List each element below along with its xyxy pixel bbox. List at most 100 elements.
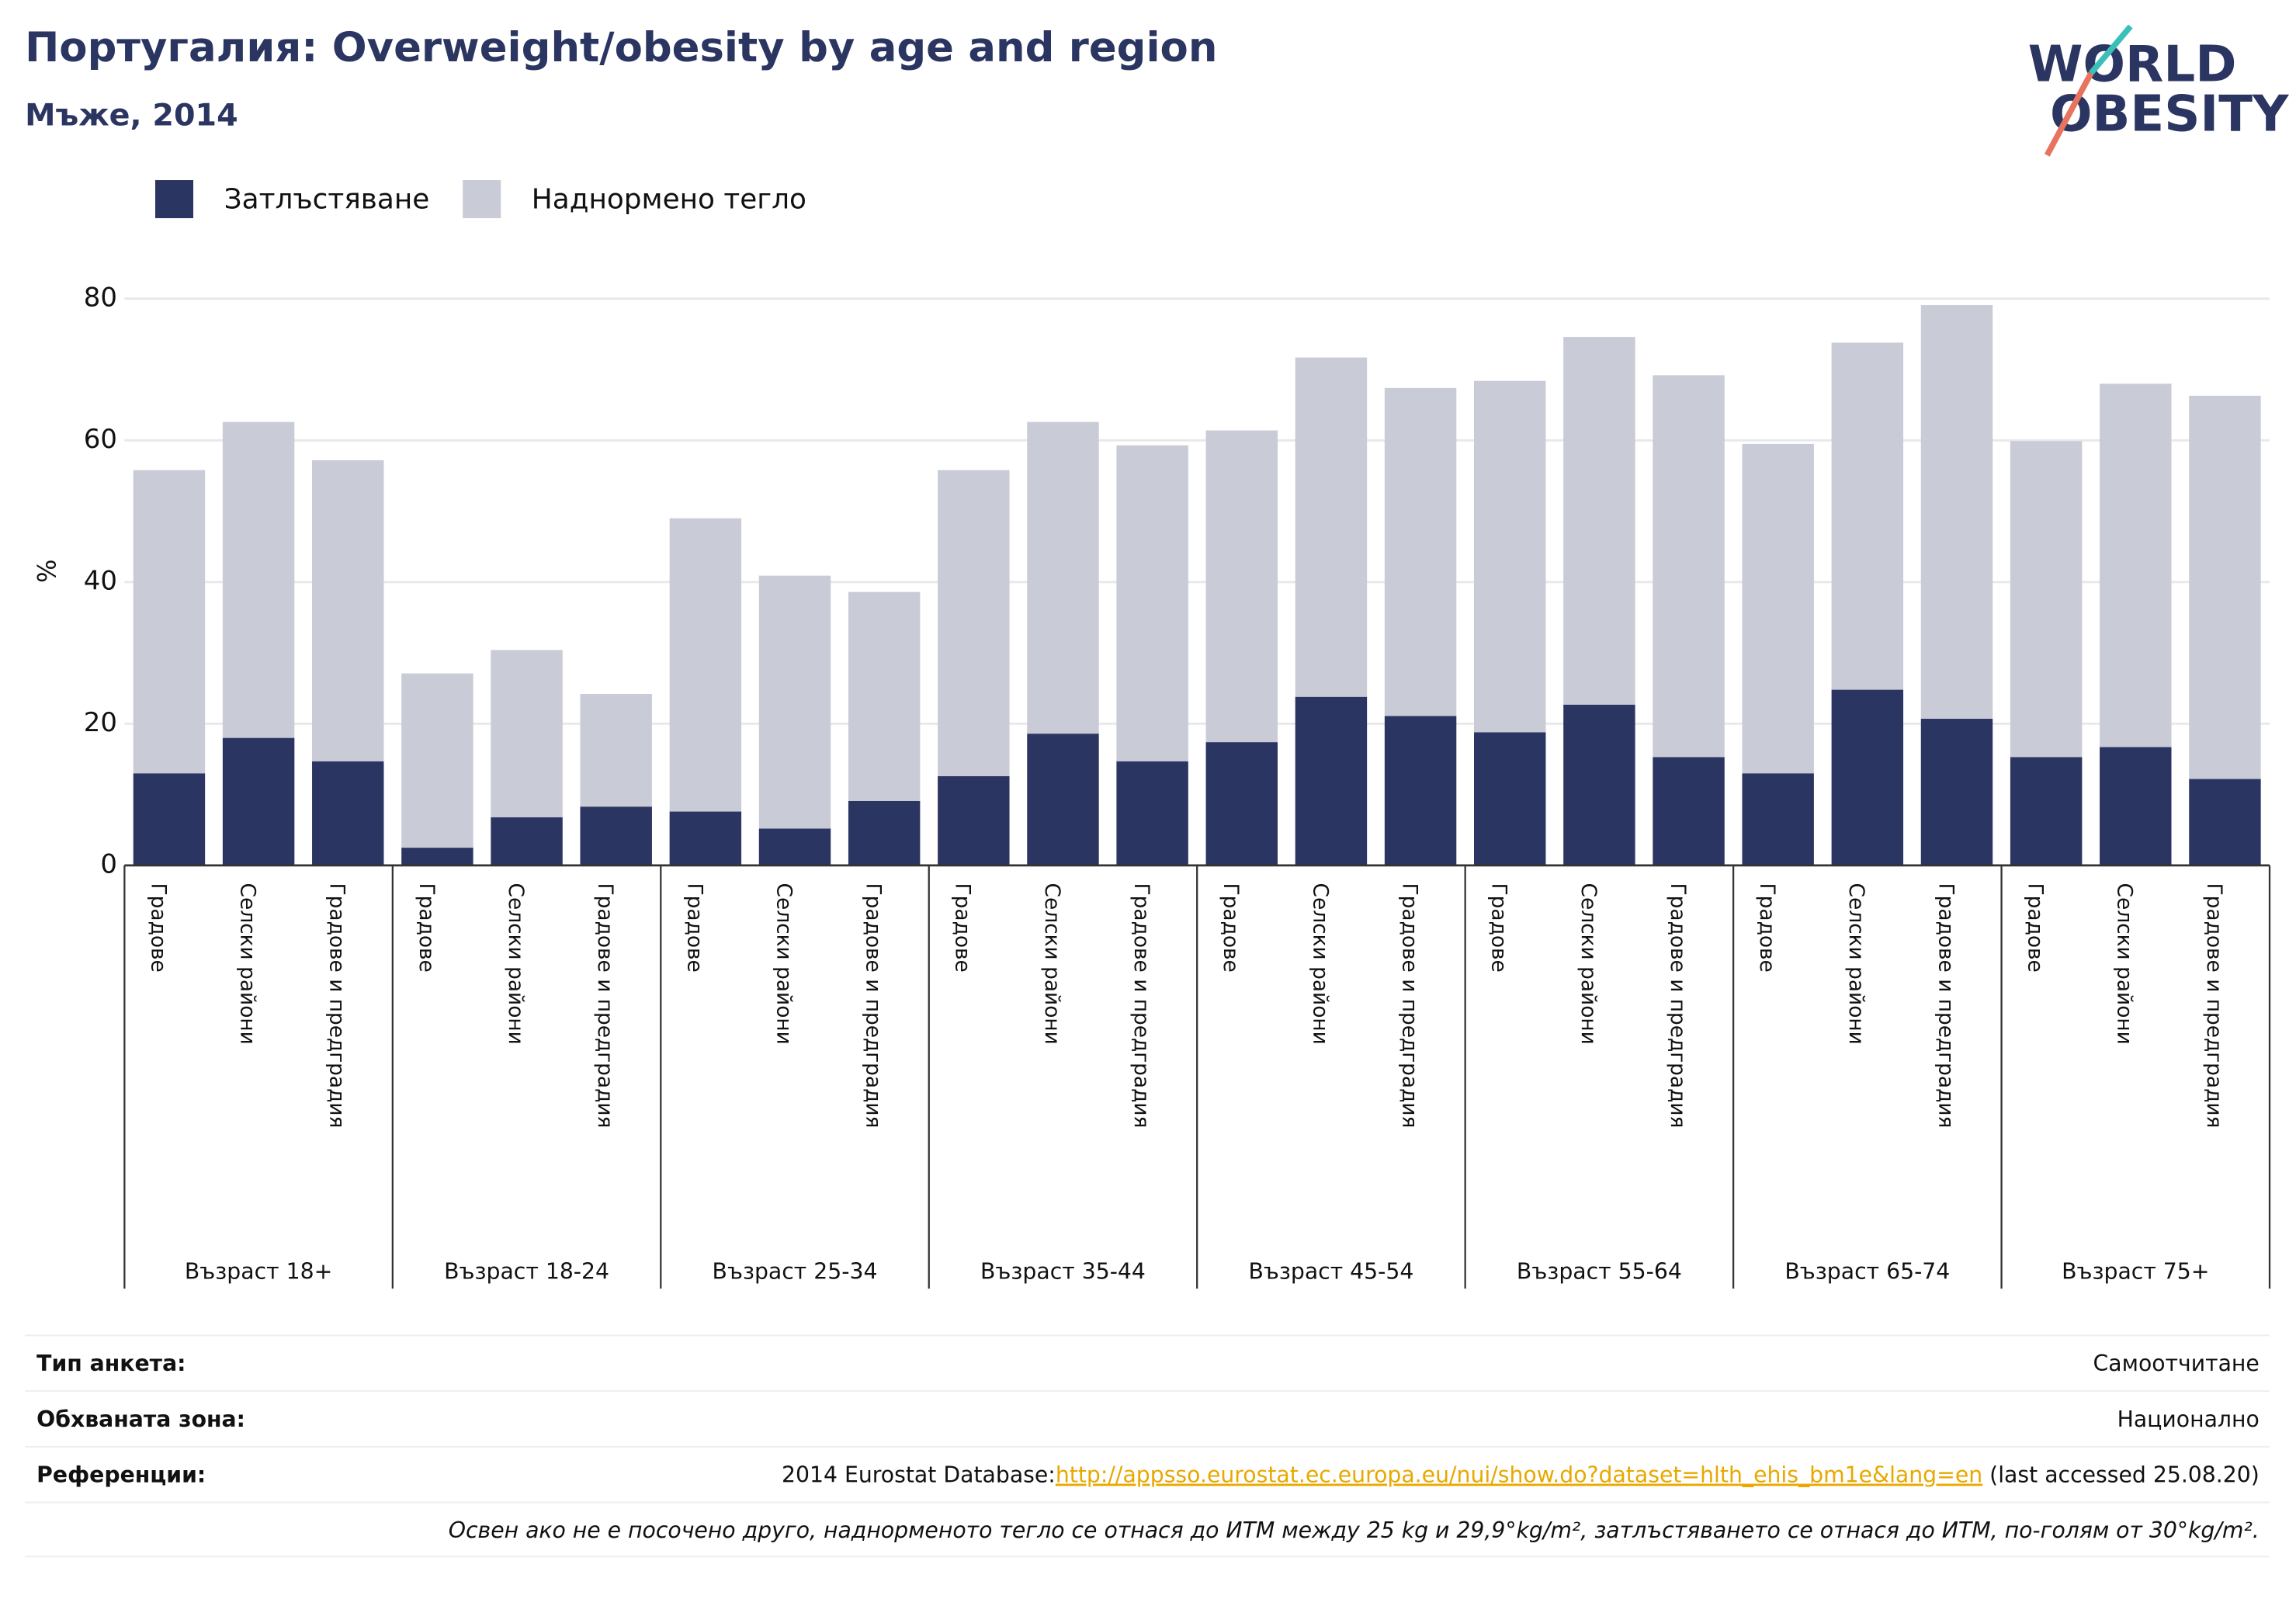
group-label: Възраст 45-54	[1248, 1258, 1413, 1284]
x-tick-label: Селски райони	[1576, 883, 1601, 1045]
row-value: Национално	[2117, 1406, 2260, 1432]
logo-text: WORLD	[2028, 35, 2237, 93]
bar-segment	[1384, 716, 1457, 865]
logo-slash	[2044, 71, 2094, 157]
reference-link[interactable]: http://appsso.eurostat.ec.europa.eu/nui/…	[1056, 1462, 1982, 1488]
y-tick-label: 80	[84, 282, 117, 313]
chart-subtitle: Мъже, 2014	[25, 97, 238, 133]
bar-segment	[580, 694, 652, 807]
reference: 2014 Eurostat Database:http://appsso.eur…	[782, 1462, 2260, 1488]
group-label: Възраст 55-64	[1517, 1258, 1682, 1284]
x-tick-label: Градове и предградия	[1397, 883, 1421, 1129]
x-tick-label: Селски райони	[236, 883, 260, 1045]
x-tick-label: Градове	[1219, 883, 1243, 973]
group-label: Възраст 25-34	[713, 1258, 878, 1284]
bar-segment	[580, 806, 652, 865]
reference-suffix: (last accessed 25.08.20)	[1982, 1462, 2260, 1488]
y-tick-label: 20	[84, 707, 117, 738]
footer: Тип анкета: Самоотчитане Обхваната зона:…	[25, 1334, 2270, 1558]
bar-segment	[2189, 395, 2261, 779]
bar-segment	[938, 470, 1010, 776]
legend-swatch	[463, 180, 501, 219]
bar-segment	[401, 673, 473, 848]
x-tick-label: Селски райони	[504, 883, 528, 1045]
x-tick-label: Градове	[1755, 883, 1779, 973]
bar-segment	[2189, 779, 2261, 865]
y-tick-label: 40	[84, 565, 117, 596]
bar-segment	[2100, 383, 2172, 747]
x-tick-label: Градове и предградия	[862, 883, 886, 1129]
bar-segment	[1027, 421, 1099, 734]
x-tick-label: Градове и предградия	[1934, 883, 1958, 1129]
y-tick-label: 60	[84, 424, 117, 455]
bar-segment	[222, 737, 295, 865]
legend-label: Наднормено тегло	[532, 183, 806, 215]
x-tick-label: Градове и предградия	[2202, 883, 2226, 1129]
bar-segment	[2010, 757, 2083, 865]
row-label: Обхваната зона:	[36, 1406, 245, 1432]
x-tick-label: Селски райони	[1844, 883, 1868, 1045]
bar-segment	[758, 828, 831, 865]
bar-segment	[133, 470, 206, 774]
reference-prefix: 2014 Eurostat Database:	[782, 1462, 1056, 1488]
bar-segment	[1920, 718, 1993, 865]
row-value: Самоотчитане	[2093, 1351, 2260, 1376]
bar-segment	[1205, 430, 1278, 743]
x-tick-label: Селски райони	[772, 883, 796, 1045]
bar-segment	[758, 575, 831, 829]
bar-segment	[669, 518, 742, 812]
bar-segment	[848, 800, 921, 865]
bar-segment	[1920, 305, 1993, 719]
bar-segment	[222, 421, 295, 738]
bar-segment	[1027, 734, 1099, 865]
bar-segment	[1742, 443, 1814, 774]
x-tick-label: Градове	[414, 883, 439, 973]
bar-segment	[312, 761, 384, 865]
row-label: Референции:	[36, 1462, 206, 1488]
x-tick-label: Градове	[951, 883, 975, 973]
bar-segment	[1474, 732, 1546, 865]
x-tick-label: Градове и предградия	[325, 883, 349, 1129]
bar-segment	[2100, 747, 2172, 865]
logo: WORLD OBESITY	[2028, 24, 2290, 157]
x-tick-label: Селски райони	[1040, 883, 1064, 1045]
row-label: Тип анкета:	[36, 1351, 186, 1376]
legend-label: Затлъстяване	[224, 183, 430, 215]
bar-segment	[1831, 689, 1904, 865]
bar-segment	[938, 775, 1010, 865]
bar-segment	[848, 591, 921, 801]
bar-segment	[1474, 380, 1546, 733]
bar-segment	[133, 773, 206, 865]
group-label: Възраст 65-74	[1784, 1258, 1950, 1284]
bar-segment	[1563, 704, 1635, 865]
bar-segment	[1742, 773, 1814, 865]
x-tick-label: Градове	[682, 883, 706, 973]
bar-segment	[401, 848, 473, 865]
bar-segment	[2010, 441, 2083, 758]
bar-segment	[1295, 357, 1368, 697]
bar-segment	[1831, 342, 1904, 690]
bar-segment	[491, 650, 563, 817]
x-tick-label: Градове	[2024, 883, 2048, 973]
bar-segment	[1384, 387, 1457, 716]
logo-text: OBESITY	[2050, 85, 2290, 143]
x-tick-label: Градове и предградия	[1666, 883, 1690, 1129]
x-tick-label: Селски райони	[2113, 883, 2137, 1045]
bar-segment	[1295, 696, 1368, 865]
bar-segment	[1653, 757, 1725, 865]
bar-segment	[1653, 375, 1725, 758]
chart-title: Португалия: Overweight/obesity by age an…	[25, 24, 1217, 71]
group-label: Възраст 18+	[185, 1258, 332, 1284]
x-tick-label: Градове	[1487, 883, 1511, 973]
bar-segment	[669, 811, 742, 865]
bar-segment	[1116, 445, 1188, 761]
group-label: Възраст 75+	[2062, 1258, 2209, 1284]
bar-segment	[312, 460, 384, 761]
logo-slash	[2088, 24, 2133, 75]
bar-segment	[1205, 742, 1278, 865]
x-tick-label: Селски райони	[1308, 883, 1332, 1045]
x-tick-label: Градове	[146, 883, 170, 973]
y-tick-label: 0	[100, 848, 117, 879]
